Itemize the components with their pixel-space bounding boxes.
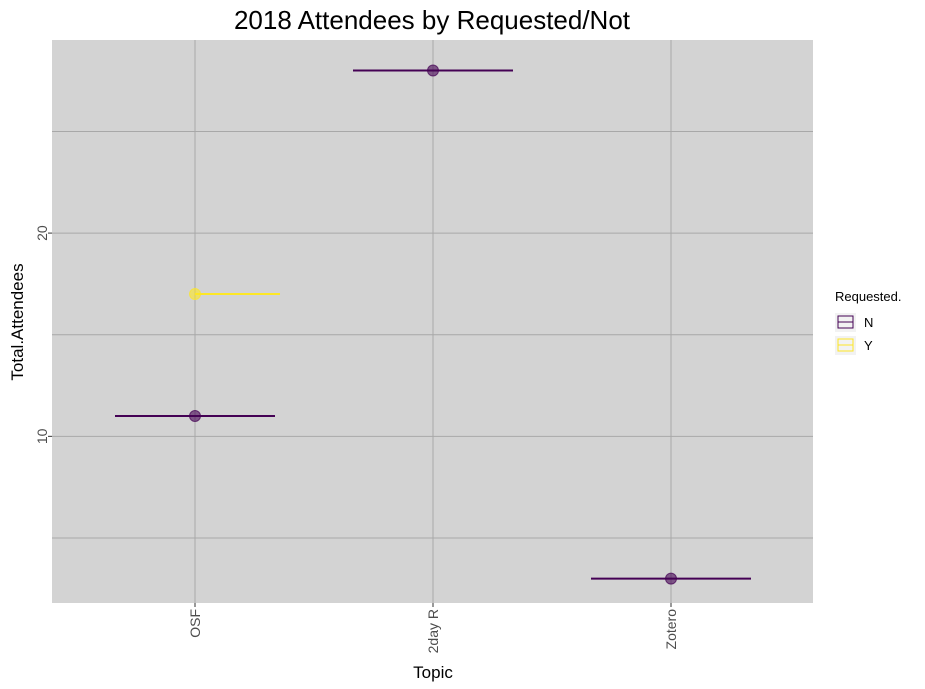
x-tick-label: Zotero <box>663 609 679 650</box>
legend-keys: NY <box>835 313 873 355</box>
x-axis-title: Topic <box>413 663 453 682</box>
data-point-n <box>189 410 201 423</box>
chart-title: 2018 Attendees by Requested/Not <box>234 5 631 35</box>
data-point-n <box>665 572 677 585</box>
x-tick-label: OSF <box>187 609 203 638</box>
data-point-y <box>189 288 201 301</box>
plot-panel <box>52 40 813 603</box>
y-tick-label: 20 <box>34 225 50 241</box>
legend-label-n: N <box>864 315 873 330</box>
legend: Requested. NY <box>835 289 902 355</box>
x-tick-label: 2day R <box>425 609 441 653</box>
y-axis-title: Total.Attendees <box>8 263 27 380</box>
legend-label-y: Y <box>864 338 873 353</box>
data-point-n <box>427 64 439 77</box>
plot-marks <box>115 64 751 585</box>
axes: 10 20 OSF 2day R Zotero <box>34 225 679 653</box>
legend-title: Requested. <box>835 289 902 304</box>
y-tick-label: 10 <box>34 428 50 444</box>
